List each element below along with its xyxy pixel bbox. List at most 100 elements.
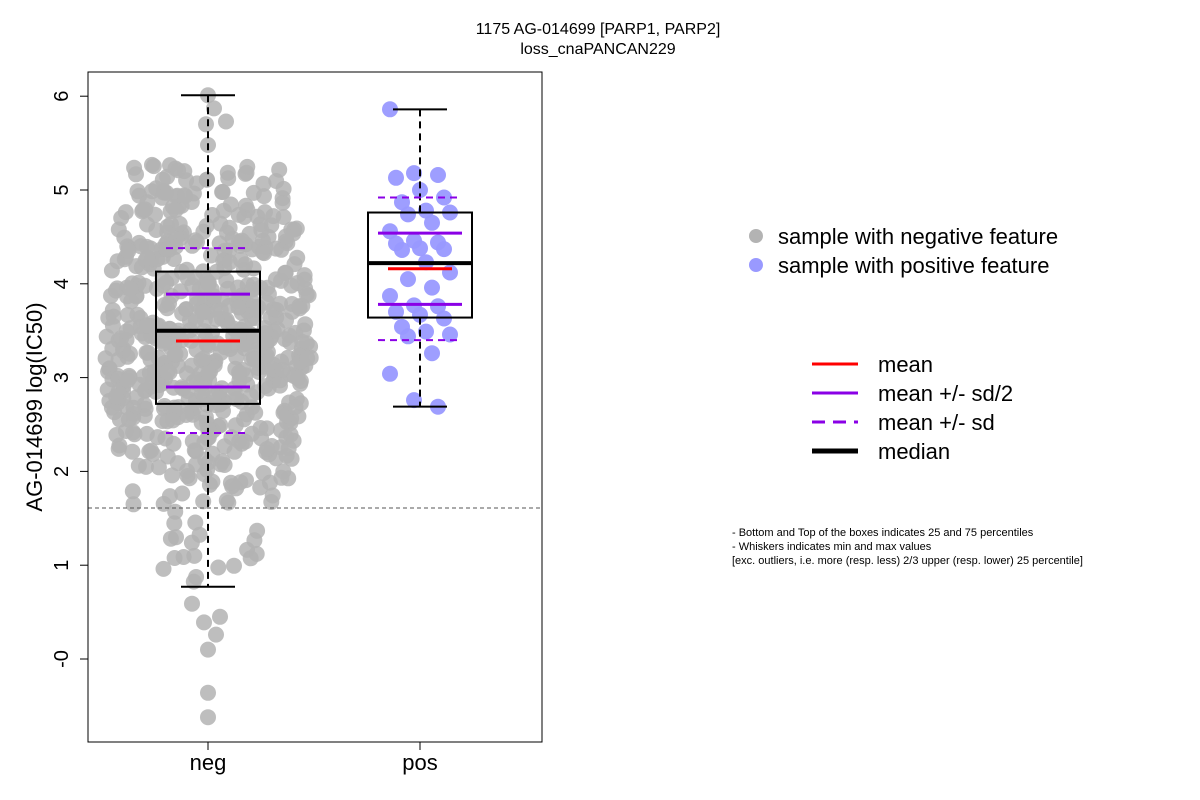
neg-point: [174, 485, 191, 502]
neg-point: [275, 463, 292, 480]
neg-point: [103, 287, 119, 304]
neg-point: [287, 399, 304, 415]
neg-point: [298, 286, 315, 303]
neg-point: [272, 377, 288, 394]
x-tick-label-pos: pos: [402, 750, 437, 775]
neg-point: [198, 116, 214, 133]
pos-point: [382, 101, 398, 118]
neg-point: [100, 309, 117, 326]
neg-point: [119, 372, 136, 389]
neg-point: [164, 467, 181, 484]
legend-line-label: mean +/- sd: [878, 410, 995, 435]
neg-point: [296, 267, 313, 284]
neg-point: [291, 298, 308, 315]
neg-point: [286, 256, 303, 273]
neg-point: [98, 328, 115, 345]
y-tick-label: 3: [51, 372, 73, 383]
neg-point: [167, 503, 184, 520]
neg-point: [227, 417, 244, 434]
neg-point: [206, 100, 222, 117]
legend-point-label: sample with positive feature: [778, 253, 1049, 278]
neg-point: [171, 215, 188, 232]
neg-point: [137, 329, 154, 345]
neg-point: [161, 488, 178, 505]
y-tick-label: 1: [51, 560, 73, 571]
neg-point: [128, 389, 145, 406]
neg-point: [263, 494, 280, 510]
neg-point: [274, 361, 291, 378]
neg-outlier: [208, 626, 224, 643]
neg-point: [214, 453, 231, 470]
neg-point: [204, 473, 221, 490]
neg-point: [233, 232, 250, 249]
neg-point: [259, 441, 275, 457]
neg-point: [289, 370, 306, 387]
legend-line-label: mean: [878, 352, 933, 377]
neg-point: [125, 496, 142, 513]
neg-point: [156, 297, 173, 313]
neg-point: [111, 437, 128, 454]
neg-point: [208, 311, 225, 328]
pos-point: [424, 345, 440, 362]
neg-point: [118, 323, 135, 340]
note-line: - Whiskers indicates min and max values: [732, 541, 932, 553]
neg-point: [122, 280, 139, 297]
neg-point: [248, 301, 265, 318]
pos-point: [382, 288, 398, 304]
neg-point: [154, 189, 171, 206]
pos-point: [424, 279, 440, 296]
pos-point: [412, 240, 428, 257]
neg-point: [278, 228, 294, 245]
pos-point: [412, 182, 428, 198]
neg-point: [246, 351, 263, 368]
neg-point: [159, 363, 176, 380]
neg-point: [248, 545, 265, 562]
neg-point: [113, 210, 130, 226]
neg-outlier: [212, 608, 228, 625]
pos-point: [406, 392, 422, 409]
neg-point: [137, 201, 154, 218]
neg-point: [136, 277, 153, 294]
pos-point: [430, 298, 446, 315]
neg-point: [274, 190, 291, 207]
neg-point: [167, 202, 184, 218]
neg-point: [282, 334, 298, 351]
neg-point: [232, 474, 249, 491]
legend-points: sample with negative feature sample with …: [749, 224, 1058, 278]
plot-area: [87, 71, 543, 743]
legend-point-marker: [749, 258, 763, 272]
neg-point: [164, 412, 181, 429]
neg-point: [138, 317, 155, 334]
neg-point: [191, 526, 208, 543]
neg-point: [249, 384, 266, 401]
neg-outlier: [196, 614, 212, 631]
neg-point: [258, 420, 275, 437]
chart-subtitle: loss_cnaPANCAN229: [520, 41, 675, 58]
neg-point: [206, 388, 223, 405]
x-tick-label-neg: neg: [190, 750, 227, 775]
neg-point: [226, 557, 242, 574]
neg-point: [219, 164, 236, 181]
neg-point: [120, 411, 137, 428]
chart-title: 1175 AG-014699 [PARP1, PARP2]: [476, 21, 721, 38]
notes: - Bottom and Top of the boxes indicates …: [732, 527, 1083, 567]
neg-point: [230, 299, 247, 316]
pos-point: [424, 214, 440, 231]
neg-point: [210, 559, 227, 576]
neg-point: [128, 258, 145, 275]
pos-point: [442, 264, 458, 281]
pos-point: [436, 241, 452, 258]
y-tick-label: 5: [51, 184, 73, 195]
neg-point: [129, 183, 146, 200]
neg-point: [200, 364, 217, 381]
neg-boxplot: [155, 94, 261, 588]
neg-point: [267, 240, 284, 257]
neg-point: [214, 184, 231, 200]
neg-point: [179, 365, 195, 382]
neg-point: [295, 322, 312, 339]
neg-point: [215, 403, 231, 419]
pos-point: [382, 365, 398, 382]
neg-point: [231, 364, 248, 381]
neg-point: [252, 479, 269, 496]
